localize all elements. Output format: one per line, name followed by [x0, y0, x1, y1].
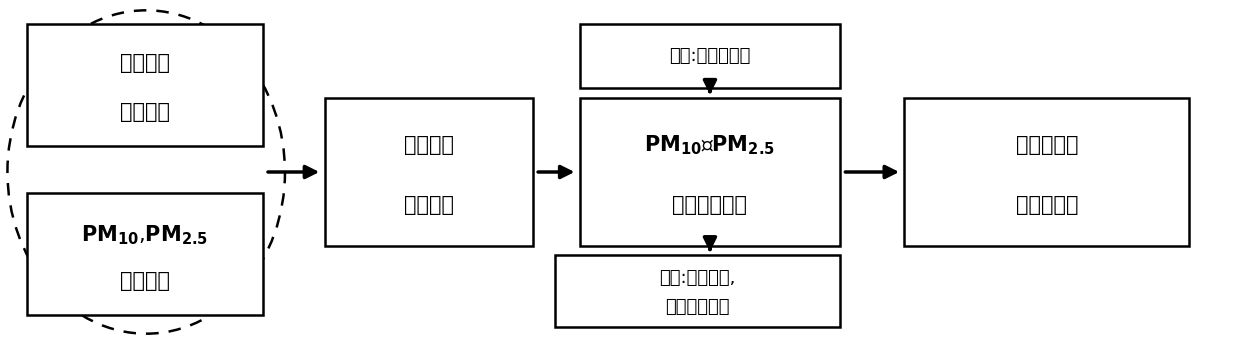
- Text: 参数测试: 参数测试: [404, 195, 453, 215]
- FancyBboxPatch shape: [27, 193, 263, 315]
- Text: 工具:支持向量机: 工具:支持向量机: [669, 47, 751, 65]
- FancyBboxPatch shape: [580, 98, 840, 246]
- FancyBboxPatch shape: [904, 98, 1189, 246]
- Text: $\bf{PM_{10}}$及$\bf{PM_{2.5}}$: $\bf{PM_{10}}$及$\bf{PM_{2.5}}$: [644, 133, 776, 157]
- Text: 常青树叶: 常青树叶: [120, 53, 170, 73]
- Text: 大气颗粒物: 大气颗粒物: [1016, 136, 1078, 155]
- Text: 磁学模型构建: 磁学模型构建: [673, 195, 747, 215]
- Text: 输入:气象数据,: 输入:气象数据,: [659, 269, 736, 287]
- Text: 浓度监测: 浓度监测: [120, 271, 170, 291]
- FancyBboxPatch shape: [580, 24, 840, 88]
- FancyBboxPatch shape: [27, 24, 263, 146]
- FancyBboxPatch shape: [555, 255, 840, 327]
- Text: $\bf{PM_{10}}$,$\bf{PM_{2.5}}$: $\bf{PM_{10}}$,$\bf{PM_{2.5}}$: [82, 224, 208, 247]
- Text: 样品采集: 样品采集: [120, 102, 170, 122]
- Text: 树叶磁学: 树叶磁学: [404, 136, 453, 155]
- FancyBboxPatch shape: [325, 98, 533, 246]
- Text: 树叶磁学参数: 树叶磁学参数: [665, 298, 730, 315]
- Text: 监测与管理: 监测与管理: [1016, 195, 1078, 215]
